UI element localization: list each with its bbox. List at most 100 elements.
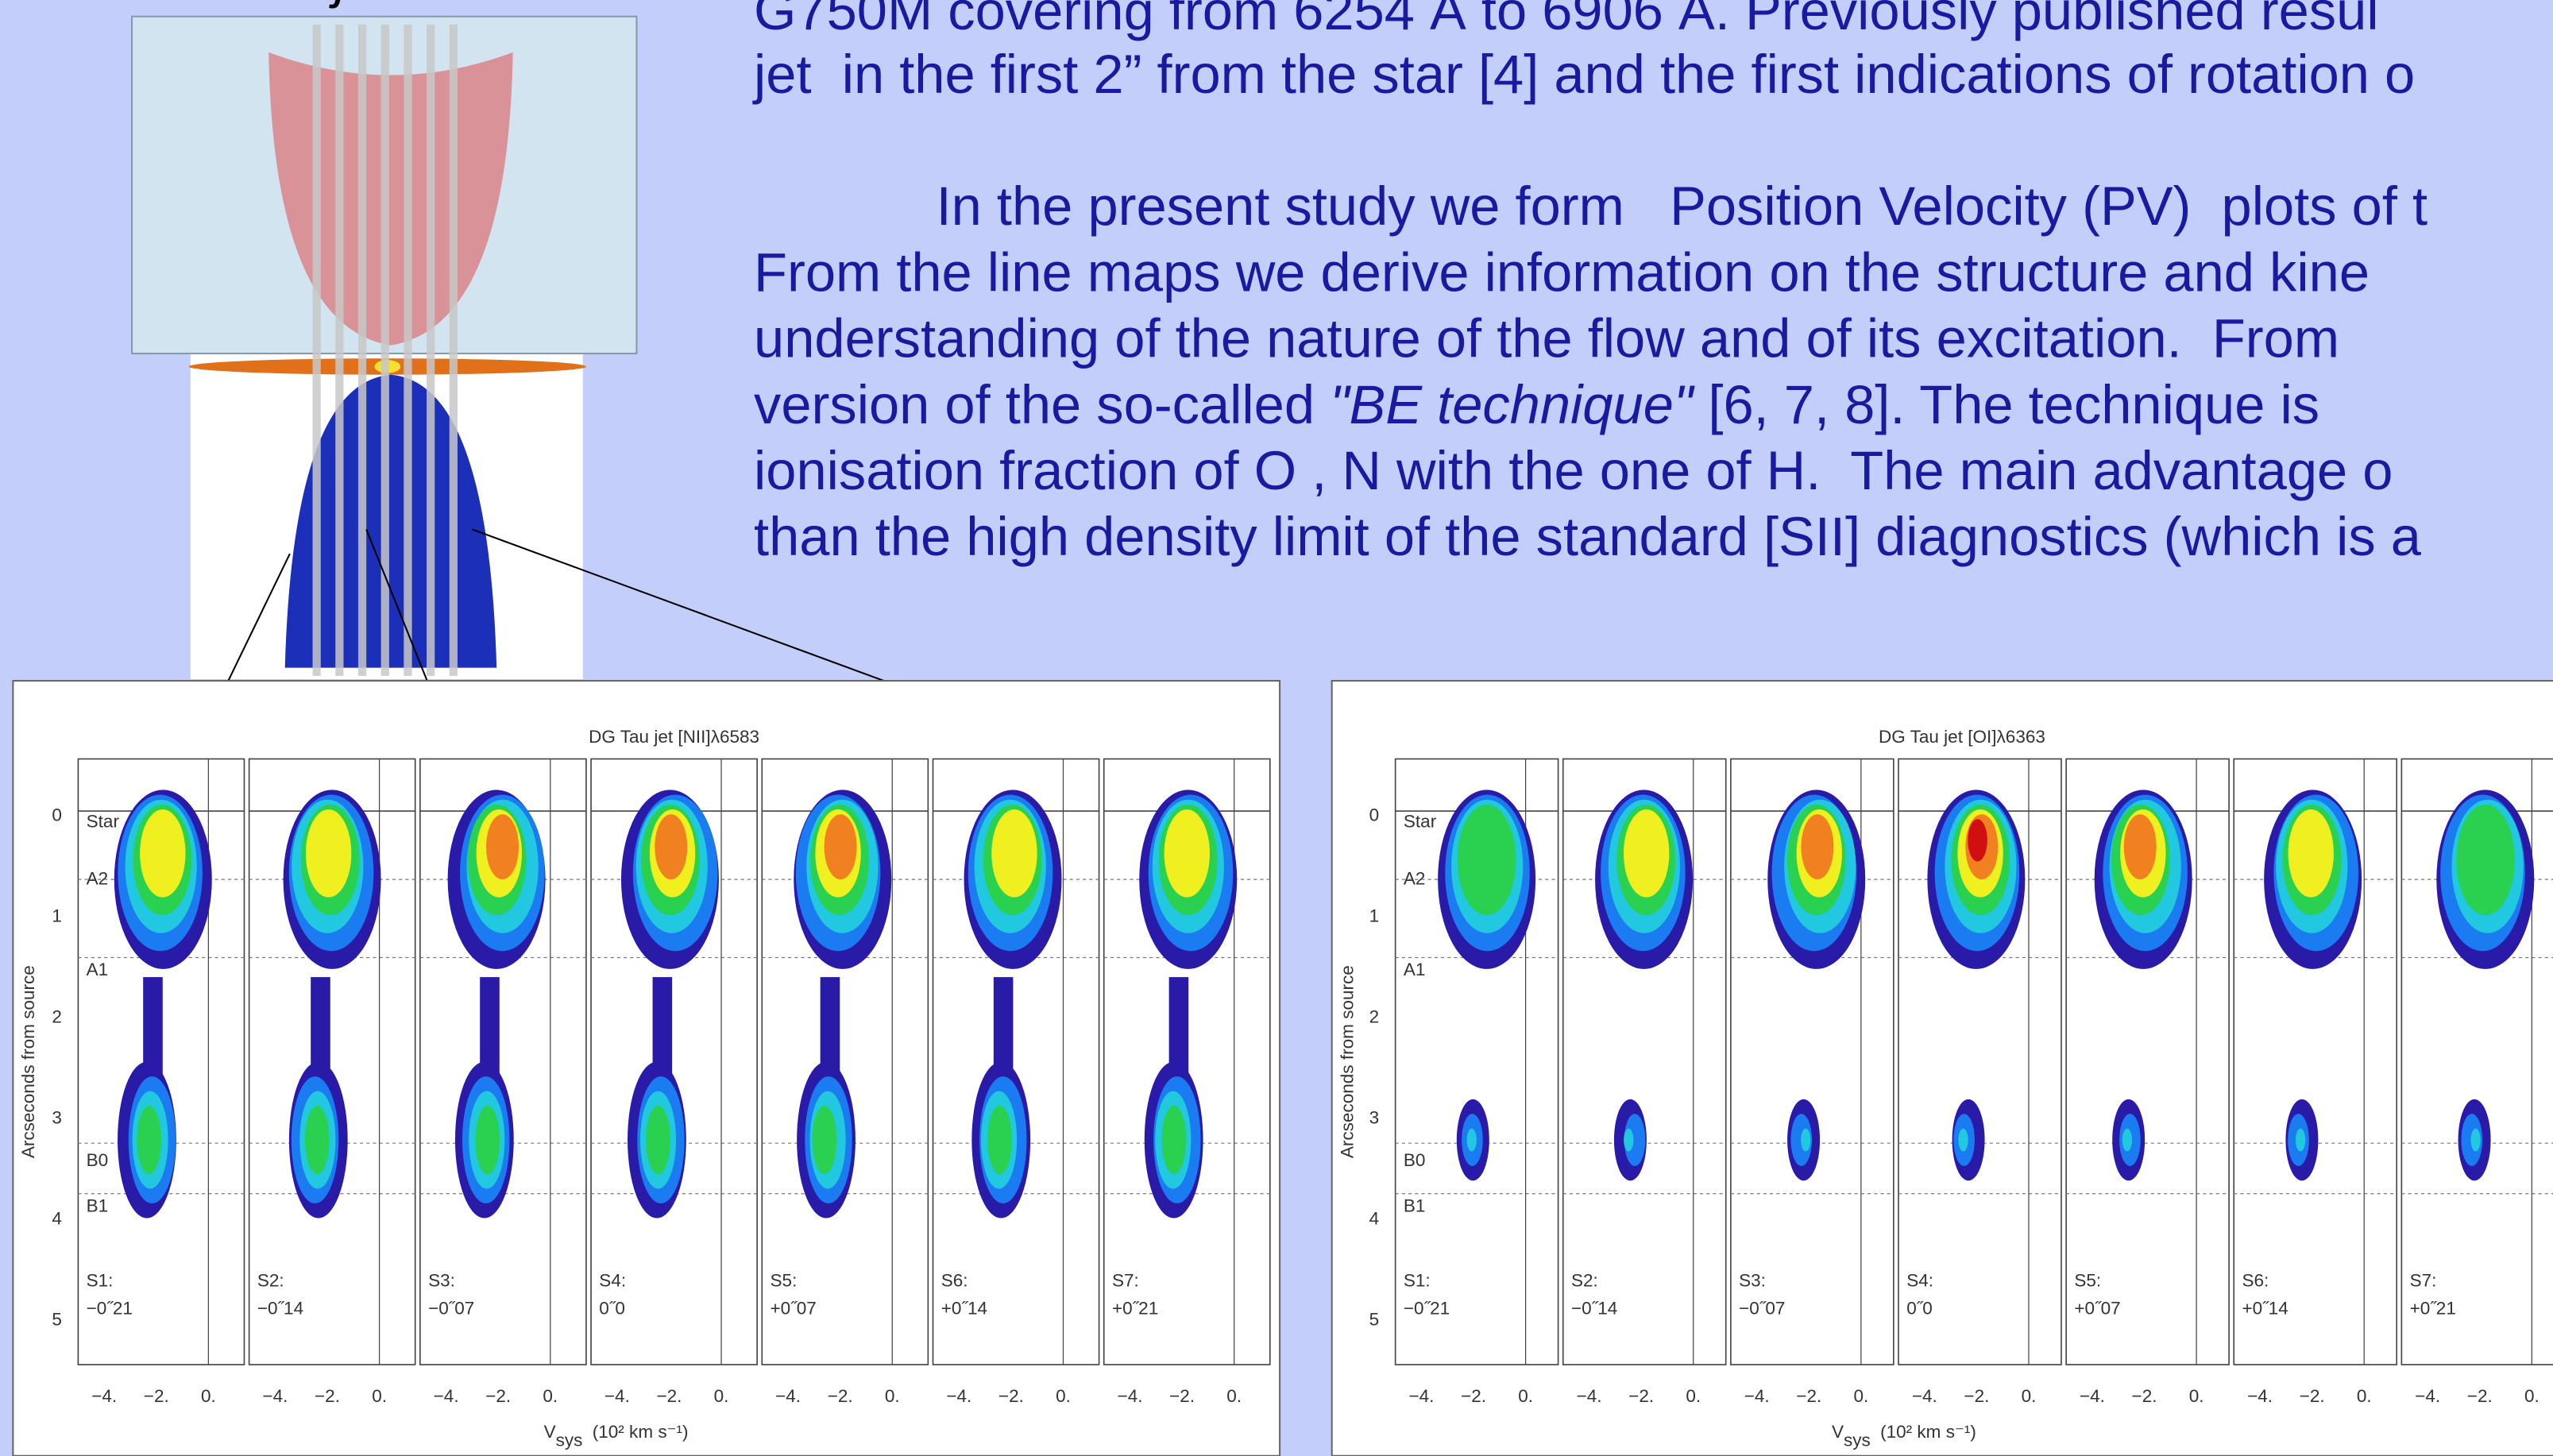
- x-tick-label: −2.: [1628, 1386, 1654, 1406]
- x-tick-label: −4.: [604, 1386, 630, 1406]
- emission-blob: [306, 809, 351, 898]
- emission-blob: [305, 1106, 330, 1174]
- text-block: G750M covering from 6254 Å to 6906 Å. Pr…: [752, 0, 2427, 567]
- emission-blob: [140, 809, 185, 898]
- emission-blob: [2288, 809, 2334, 898]
- panel-name: S7:: [1112, 1271, 1139, 1291]
- x-axis-label-part: (10² km s⁻¹): [593, 1422, 689, 1442]
- x-tick-label: 0.: [2022, 1386, 2037, 1406]
- y-axis-label: Arcseconds from source: [18, 965, 38, 1158]
- panel-name: S2:: [1571, 1271, 1598, 1291]
- x-tick-label: −2.: [485, 1386, 511, 1406]
- x-axis-label-part: V: [544, 1422, 556, 1442]
- figure-box: [1332, 681, 2553, 1456]
- emission-blob: [1458, 805, 1516, 915]
- emission-blob: [646, 1106, 670, 1174]
- emission-blob: [987, 1106, 1012, 1174]
- x-tick-label: −2.: [828, 1386, 853, 1406]
- x-tick-label: −4.: [1408, 1386, 1434, 1406]
- emission-knot: [994, 977, 1014, 1075]
- x-tick-label: −4.: [1577, 1386, 1602, 1406]
- x-tick-label: −2.: [1169, 1386, 1195, 1406]
- x-tick-label: 0.: [1686, 1386, 1701, 1406]
- emission-blob: [991, 809, 1037, 898]
- emission-knot: [480, 977, 500, 1075]
- position-marker: Star: [1404, 812, 1437, 832]
- panel-offset: −0˝14: [1571, 1298, 1617, 1318]
- panel-offset: −0˝21: [87, 1298, 133, 1318]
- x-tick-label: −4.: [775, 1386, 801, 1406]
- emission-blob: [1801, 814, 1833, 879]
- text-line: From the line maps we derive information…: [754, 241, 2370, 303]
- x-tick-label: 0.: [885, 1386, 900, 1406]
- panel-name: S4:: [1906, 1271, 1933, 1291]
- y-tick-label: 2: [1369, 1007, 1380, 1027]
- text-line: In the present study we form Position Ve…: [937, 176, 2427, 237]
- figure-title: DG Tau jet [OI]λ6363: [1879, 727, 2045, 747]
- x-tick-label: 0.: [714, 1386, 729, 1406]
- panel-offset: −0˝14: [257, 1298, 303, 1318]
- emission-blob: [812, 1106, 836, 1174]
- x-tick-label: −4.: [2415, 1386, 2440, 1406]
- x-tick-label: 0.: [201, 1386, 216, 1406]
- x-tick-label: −4.: [2247, 1386, 2273, 1406]
- x-tick-label: −4.: [91, 1386, 117, 1406]
- x-axis-label-part: sys: [556, 1430, 583, 1450]
- emission-blob: [1624, 809, 1669, 898]
- y-tick-label: 0: [1369, 805, 1380, 825]
- x-tick-label: 0.: [2357, 1386, 2372, 1406]
- x-tick-label: −4.: [1118, 1386, 1143, 1406]
- x-tick-label: −2.: [2467, 1386, 2493, 1406]
- emission-knot: [143, 977, 163, 1075]
- x-tick-label: −4.: [434, 1386, 459, 1406]
- x-axis-label-part: (10² km s⁻¹): [1880, 1422, 1976, 1442]
- x-tick-label: −2.: [656, 1386, 682, 1406]
- caption: across the jet width.: [68, 0, 550, 9]
- panel-offset: +0˝14: [941, 1298, 987, 1318]
- panel-name: S2:: [257, 1271, 284, 1291]
- position-marker: A1: [1404, 960, 1426, 979]
- x-tick-label: 0.: [1056, 1386, 1071, 1406]
- x-tick-label: −2.: [1796, 1386, 1821, 1406]
- panel-offset: −0˝07: [1739, 1298, 1785, 1318]
- y-tick-label: 0: [52, 805, 62, 825]
- panel-name: S1:: [1404, 1271, 1431, 1291]
- emission-blob: [2296, 1129, 2305, 1152]
- panel-offset: 0˝0: [599, 1298, 625, 1318]
- position-marker: B0: [87, 1150, 109, 1170]
- panel-offset: −0˝21: [1404, 1298, 1450, 1318]
- y-tick-label: 3: [1369, 1108, 1380, 1128]
- x-tick-label: 0.: [1518, 1386, 1533, 1406]
- position-marker: B1: [87, 1195, 109, 1215]
- emission-knot: [311, 977, 330, 1075]
- emission-blob: [137, 1106, 161, 1174]
- x-tick-label: −4.: [946, 1386, 971, 1406]
- y-tick-label: 5: [1369, 1310, 1380, 1330]
- emission-blob: [825, 814, 857, 879]
- emission-knot: [1169, 977, 1189, 1075]
- x-tick-label: 0.: [2524, 1386, 2539, 1406]
- y-axis-label: Arcseconds from source: [1337, 965, 1357, 1158]
- x-axis-label-part: sys: [1844, 1430, 1871, 1450]
- x-tick-label: 0.: [1853, 1386, 1868, 1406]
- text-line: ionisation fraction of O , N with the on…: [754, 440, 2393, 501]
- x-tick-label: −2.: [144, 1386, 169, 1406]
- emission-blob: [2456, 805, 2515, 915]
- emission-blob: [486, 814, 519, 879]
- x-tick-label: −4.: [2080, 1386, 2105, 1406]
- panel-offset: +0˝14: [2242, 1298, 2288, 1318]
- x-tick-label: 0.: [372, 1386, 387, 1406]
- position-marker: B0: [1404, 1150, 1426, 1170]
- position-marker: B1: [1404, 1195, 1426, 1215]
- panel-offset: +0˝07: [2074, 1298, 2120, 1318]
- panel-offset: −0˝07: [428, 1298, 474, 1318]
- position-marker: Star: [87, 812, 120, 832]
- x-tick-label: −2.: [315, 1386, 340, 1406]
- text-line: jet in the first 2” from the star [4] an…: [752, 44, 2415, 105]
- text-line: G750M covering from 6254 Å to 6906 Å. Pr…: [754, 0, 2379, 41]
- position-marker: A2: [87, 868, 109, 888]
- panel-name: S6:: [2242, 1271, 2269, 1291]
- panel-offset: +0˝07: [771, 1298, 817, 1318]
- figure-title: DG Tau jet [NII]λ6583: [589, 727, 759, 747]
- x-tick-label: −2.: [2132, 1386, 2157, 1406]
